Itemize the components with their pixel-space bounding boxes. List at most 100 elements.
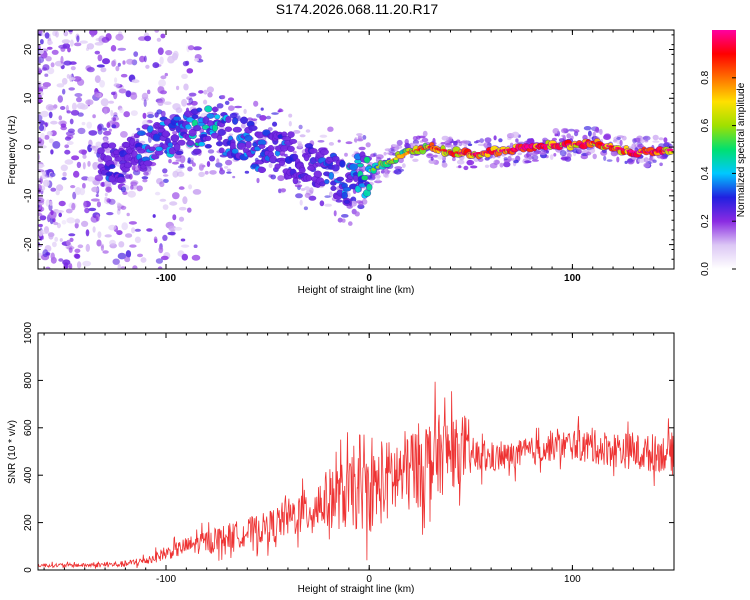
halo-speckle — [430, 156, 434, 161]
noise-speckle — [68, 87, 75, 91]
halo-speckle — [104, 196, 108, 201]
noise-speckle — [38, 81, 42, 88]
halo-speckle — [515, 138, 519, 143]
ridge-blob — [143, 160, 153, 167]
noise-speckle — [62, 171, 67, 177]
halo-speckle — [295, 193, 303, 199]
noise-speckle — [52, 241, 57, 248]
noise-speckle — [58, 212, 62, 218]
halo-speckle — [531, 159, 539, 162]
noise-speckle — [68, 247, 73, 253]
halo-speckle — [350, 200, 357, 207]
noise-speckle — [55, 31, 59, 38]
noise-speckle — [104, 234, 112, 238]
noise-speckle — [191, 162, 196, 167]
halo-speckle — [530, 152, 538, 156]
halo-speckle — [453, 140, 458, 146]
halo-speckle — [147, 119, 152, 123]
ridge-blob — [191, 114, 199, 120]
noise-speckle — [65, 208, 73, 214]
noise-speckle — [82, 182, 86, 189]
halo-speckle — [319, 200, 325, 207]
halo-speckle — [503, 157, 508, 161]
noise-speckle — [117, 263, 122, 269]
ridge-blob — [108, 142, 117, 149]
halo-speckle — [228, 133, 234, 136]
halo-speckle — [384, 148, 392, 152]
noise-speckle — [58, 200, 66, 207]
halo-speckle — [198, 90, 204, 94]
noise-speckle — [41, 170, 47, 176]
halo-speckle — [354, 211, 360, 217]
ridge-blob — [204, 105, 213, 113]
noise-speckle — [61, 177, 67, 181]
halo-speckle — [475, 139, 480, 143]
noise-speckle — [103, 108, 108, 115]
noise-speckle — [60, 164, 68, 172]
halo-speckle — [103, 137, 108, 143]
halo-speckle — [134, 166, 139, 171]
noise-speckle — [165, 50, 173, 56]
noise-speckle — [141, 92, 149, 100]
halo-speckle — [404, 139, 409, 143]
noise-speckle — [94, 75, 101, 83]
noise-speckle — [79, 40, 88, 44]
halo-speckle — [663, 142, 670, 148]
halo-speckle — [204, 170, 209, 175]
noise-speckle — [39, 175, 48, 179]
noise-speckle — [42, 64, 50, 71]
halo-speckle — [203, 89, 208, 95]
halo-speckle — [227, 168, 231, 172]
noise-speckle — [152, 214, 156, 218]
noise-speckle — [126, 58, 134, 65]
halo-speckle — [102, 127, 107, 131]
ridge-blob — [224, 126, 233, 132]
halo-speckle — [278, 188, 282, 194]
noise-speckle — [167, 231, 176, 236]
halo-speckle — [297, 143, 303, 148]
halo-speckle — [209, 170, 217, 175]
halo-speckle — [188, 98, 194, 104]
halo-speckle — [479, 138, 485, 144]
noise-speckle — [124, 256, 131, 263]
ridge-blob — [336, 176, 345, 182]
noise-speckle — [117, 203, 122, 210]
noise-speckle — [86, 43, 95, 50]
halo-speckle — [524, 160, 532, 164]
halo-speckle — [624, 160, 628, 164]
halo-speckle — [549, 154, 554, 161]
halo-speckle — [384, 168, 388, 173]
noise-speckle — [90, 145, 96, 149]
noise-speckle — [40, 39, 44, 45]
ridge-blob — [303, 154, 310, 162]
noise-speckle — [49, 217, 54, 225]
halo-speckle — [566, 133, 571, 139]
noise-speckle — [137, 253, 143, 258]
y-tick-label: 10 — [23, 92, 34, 104]
noise-speckle — [85, 99, 94, 106]
halo-speckle — [124, 174, 131, 180]
halo-speckle — [499, 162, 504, 168]
halo-speckle — [256, 177, 260, 184]
halo-speckle — [643, 162, 651, 168]
noise-speckle — [70, 39, 74, 47]
noise-speckle — [94, 174, 104, 182]
halo-speckle — [97, 123, 104, 130]
noise-speckle — [42, 82, 51, 88]
ridge-blob — [323, 179, 330, 185]
noise-speckle — [130, 92, 138, 100]
ridge-blob — [330, 185, 337, 192]
ridge-blob — [232, 117, 239, 125]
noise-speckle — [64, 159, 74, 165]
ridge-blob — [215, 141, 223, 147]
halo-speckle — [253, 100, 259, 107]
halo-speckle — [658, 137, 664, 141]
noise-speckle — [60, 106, 66, 110]
colorbar-gradient — [712, 30, 736, 269]
halo-speckle — [270, 174, 277, 180]
noise-speckle — [78, 149, 88, 154]
noise-speckle — [48, 138, 54, 144]
halo-speckle — [292, 150, 297, 154]
noise-speckle — [100, 67, 107, 73]
halo-speckle — [402, 163, 406, 168]
